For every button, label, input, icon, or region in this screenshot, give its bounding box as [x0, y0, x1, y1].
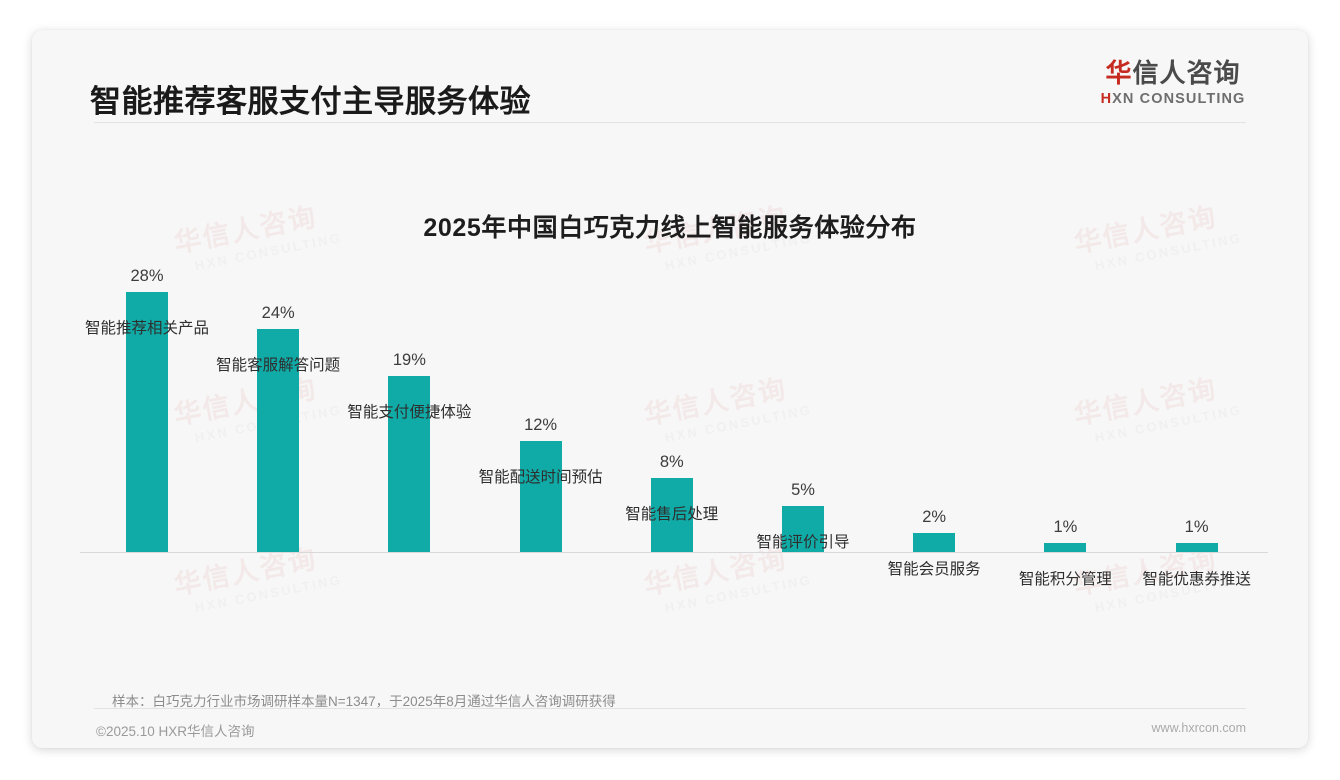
bar[interactable] [388, 376, 431, 552]
chart-source-note: 样本：白巧克力行业市场调研样本量N=1347，于2025年8月通过华信人咨询调研… [112, 694, 616, 709]
bar-value-label: 1% [1053, 518, 1078, 536]
bar-category-label: 智能支付便捷体验 [347, 404, 472, 421]
bar-category-label: 智能配送时间预估 [478, 469, 603, 486]
bar-value-label: 28% [130, 267, 164, 285]
bar-group[interactable]: 12% 智能配送时间预估 [479, 416, 603, 552]
website-url: www.hxrcon.com [1151, 721, 1246, 735]
bar-category-label: 智能会员服务 [887, 561, 981, 578]
bar-group[interactable]: 2% 智能会员服务 [888, 508, 981, 578]
company-logo: 华信人咨询 HXN CONSULTING [1098, 58, 1248, 107]
bar-category-label: 智能推荐相关产品 [84, 320, 209, 337]
bar[interactable] [650, 478, 693, 552]
bar-value-label: 1% [1184, 518, 1209, 536]
logo-english-name: HXN CONSULTING [1098, 91, 1248, 107]
logo-rest-characters: 信人咨询 [1132, 58, 1241, 88]
bar-value-label: 2% [922, 508, 947, 526]
bar-group[interactable]: 8% 智能售后处理 [625, 453, 718, 552]
copyright-text: ©2025.10 HXR华信人咨询 [96, 724, 255, 739]
logo-lead-character: 华 [1105, 58, 1133, 88]
bar-group[interactable]: 5% 智能评价引导 [756, 481, 850, 552]
logo-chinese-name: 华信人咨询 [1098, 58, 1248, 88]
bar-value-label: 24% [261, 304, 295, 322]
x-axis-line [80, 552, 1268, 553]
footer-divider [94, 708, 1246, 709]
bar[interactable] [913, 533, 956, 552]
header-divider [94, 122, 1246, 123]
bar-group[interactable]: 1% 智能积分管理 [1019, 518, 1112, 588]
bar-group[interactable]: 28% 智能推荐相关产品 [85, 267, 209, 552]
bar-category-label: 智能评价引导 [756, 534, 850, 551]
bar-group[interactable]: 1% 智能优惠券推送 [1142, 518, 1251, 588]
bar-category-label: 智能售后处理 [625, 506, 719, 523]
chart-title: 2025年中国白巧克力线上智能服务体验分布 [423, 214, 917, 242]
bar-category-label: 智能客服解答问题 [216, 357, 341, 374]
bar-category-label: 智能优惠券推送 [1142, 571, 1251, 588]
bar[interactable] [1175, 543, 1218, 552]
bar[interactable] [782, 506, 824, 552]
bar[interactable] [1044, 543, 1087, 552]
bar-group[interactable]: 24% 智能客服解答问题 [216, 304, 340, 552]
bar-value-label: 5% [791, 481, 815, 499]
logo-english-rest: XN CONSULTING [1112, 91, 1246, 107]
bar-value-label: 12% [524, 416, 558, 434]
bar-group[interactable]: 19% 智能支付便捷体验 [347, 351, 471, 552]
slide-card: 智能推荐客服支付主导服务体验 华信人咨询 HXN CONSULTING 华信人咨… [32, 30, 1308, 748]
bar[interactable] [257, 329, 300, 552]
bar[interactable] [126, 292, 168, 552]
bar-value-label: 8% [659, 453, 684, 471]
bar-category-label: 智能积分管理 [1018, 571, 1112, 588]
bar-value-label: 19% [392, 351, 426, 369]
logo-english-lead: H [1100, 91, 1113, 107]
bar[interactable] [519, 441, 562, 552]
bar-chart-plot-area: 28% 智能推荐相关产品 24% 智能客服解答问题 19% 智能支付便捷体验 12% 智能配送… [32, 30, 1308, 748]
slide-header: 智能推荐客服支付主导服务体验 华信人咨询 HXN CONSULTING [32, 30, 1308, 122]
page-title: 智能推荐客服支付主导服务体验 [90, 84, 531, 119]
